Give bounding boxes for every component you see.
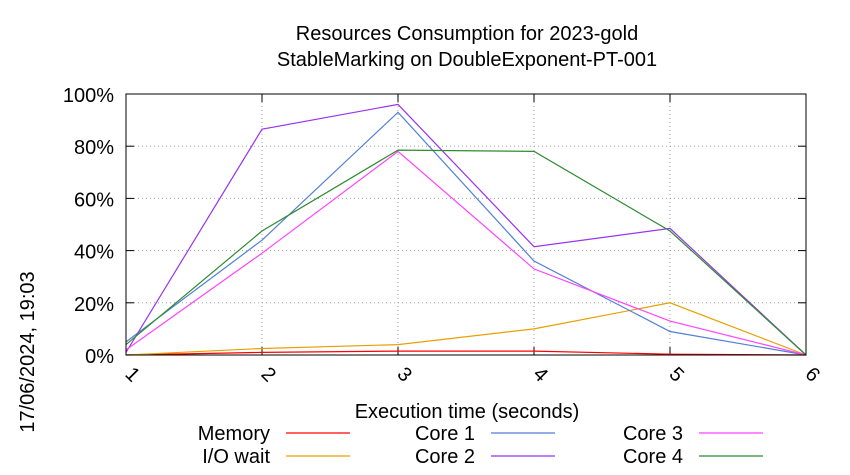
plot-border	[125, 93, 807, 356]
series-line-core-1	[125, 111, 807, 356]
legend-label-core-1: Core 1	[415, 423, 475, 445]
y-tick-label: 80%	[74, 137, 114, 159]
legend-label-core-4: Core 4	[623, 446, 683, 468]
x-tick-label: 1	[121, 363, 144, 386]
legend-label-core-3: Core 3	[623, 423, 683, 445]
x-tick-label: 6	[801, 363, 824, 386]
legend-label-core-2: Core 2	[415, 446, 475, 468]
series-lines	[125, 103, 807, 356]
series-line-core-4	[125, 149, 807, 356]
chart-subtitle: StableMarking on DoubleExponent-PT-001	[277, 49, 657, 71]
y-tick-label: 20%	[74, 294, 114, 316]
series-line-core-2	[125, 103, 807, 356]
x-tick-labels: 1 2 3 4 5 6	[121, 363, 824, 386]
x-tick-label: 3	[393, 363, 416, 386]
series-line-core-3	[125, 150, 807, 356]
chart-title: Resources Consumption for 2023-gold	[296, 23, 638, 45]
x-tick-label: 4	[529, 363, 552, 386]
side-timestamp-label: 17/06/2024, 19:03	[17, 271, 39, 432]
y-tick-label: 100%	[63, 85, 114, 107]
x-axis-label: Execution time (seconds)	[355, 401, 580, 423]
x-tick-label: 2	[257, 363, 280, 386]
legend-label-memory: Memory	[198, 423, 270, 445]
y-tick-label: 40%	[74, 242, 114, 264]
series-line-i-o-wait	[125, 302, 807, 356]
y-tick-label: 60%	[74, 189, 114, 211]
legend-label-i-o-wait: I/O wait	[202, 446, 270, 468]
series-line-memory	[125, 350, 807, 356]
x-tick-label: 5	[665, 363, 688, 386]
y-tick-labels: 0% 20% 40% 60% 80% 100%	[63, 85, 114, 368]
y-tick-label: 0%	[85, 346, 114, 368]
